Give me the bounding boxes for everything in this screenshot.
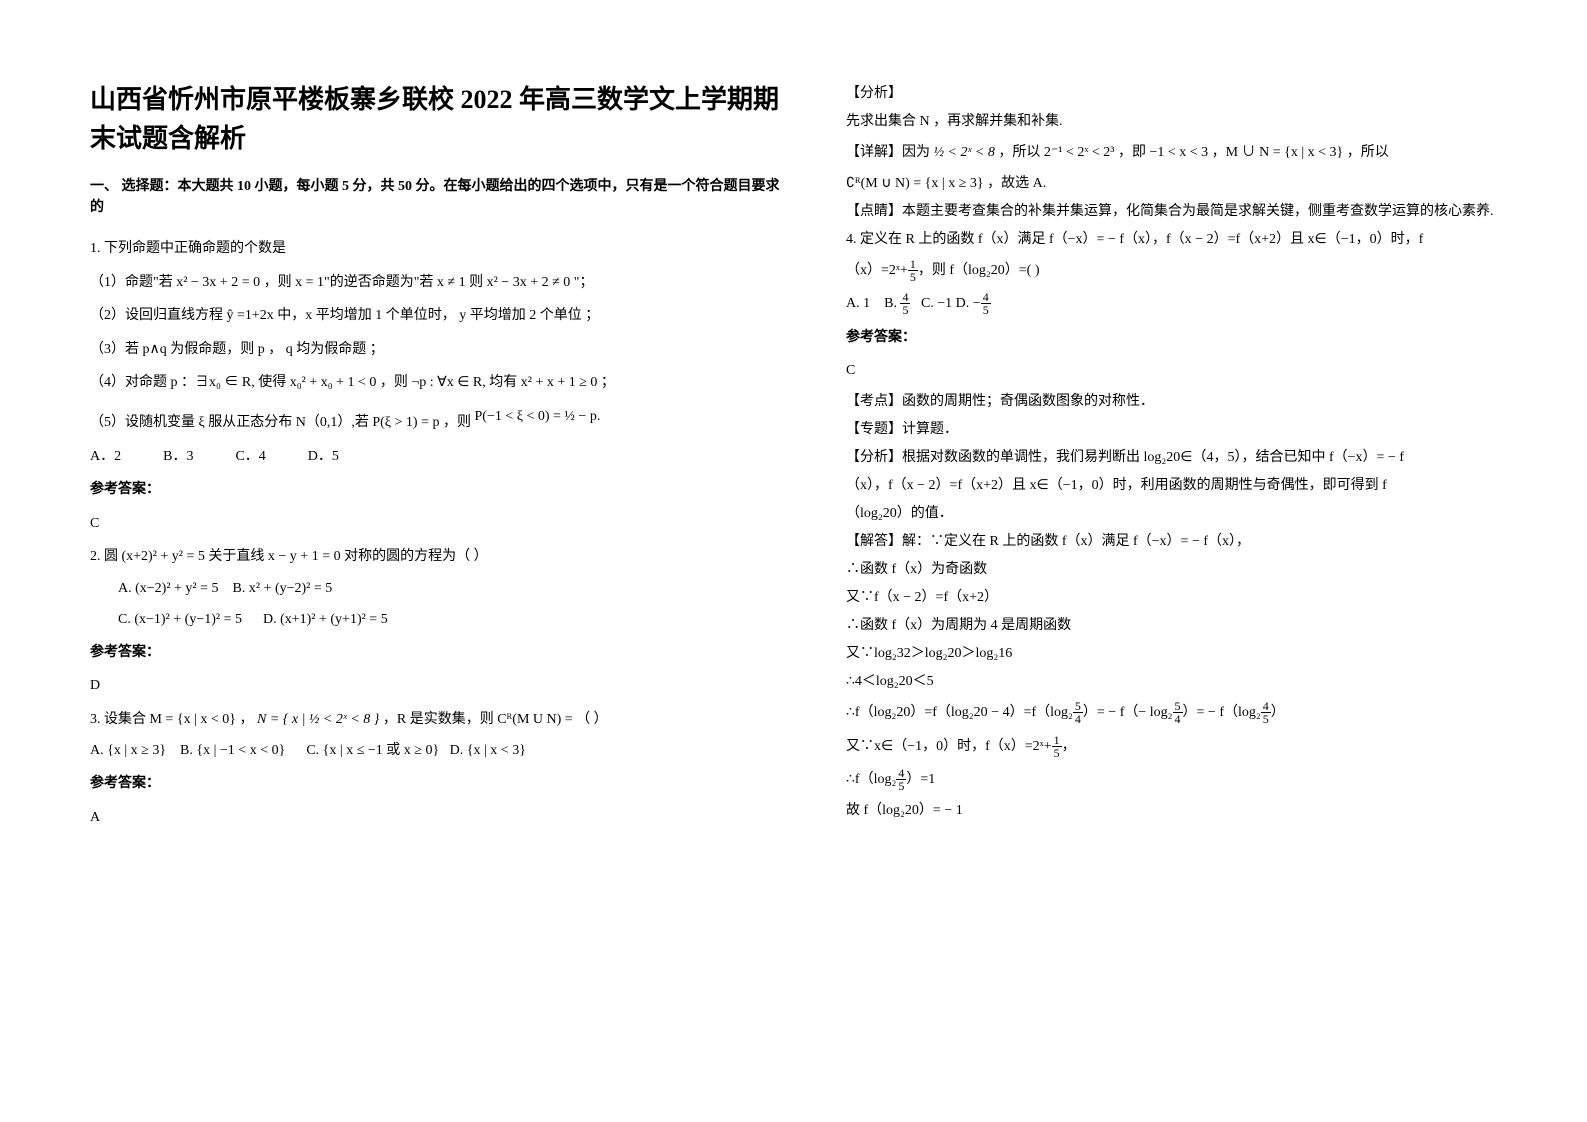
q1-item5b: P(−1 < ξ < 0) = ½ − p. — [475, 409, 601, 424]
right-column: 【分析】 先求出集合 N ，再求解并集和补集. 【详解】因为 ½ < 2ˣ < … — [821, 80, 1537, 1082]
q3-optD: D. {x | x < 3} — [450, 743, 526, 758]
q1-answer-label: 参考答案： — [90, 473, 781, 507]
q1-item2: （2）设回归直线方程 ŷ =1+2x 中，x 平均增加 1 个单位时， y 平均… — [90, 299, 781, 333]
q4-jd9-f: 45 — [896, 767, 906, 792]
q4-jd6: ∴4＜log₂20＜5 — [846, 668, 1537, 696]
q2-optD: D. (x+1)² + (y+1)² = 5 — [263, 612, 388, 627]
q2-options-row2: C. (x−1)² + (y−1)² = 5 D. (x+1)² + (y+1)… — [90, 605, 781, 636]
q4-fx3: （log₂20）的值． — [846, 500, 1537, 528]
doc-title: 山西省忻州市原平楼板寨乡联校 2022 年高三数学文上学期期末试题含解析 — [90, 80, 781, 158]
q2-stem: 2. 圆 (x+2)² + y² = 5 关于直线 x − y + 1 = 0 … — [90, 540, 781, 574]
q3-optB: B. {x | −1 < x < 0} — [180, 743, 285, 758]
q4-jd9-f-d: 5 — [896, 780, 906, 792]
q4-opts-b: C. −1 D. − — [910, 296, 980, 311]
q1-item5: （5）设随机变量 ξ 服从正态分布 N（0,1）,若 P(ξ > 1) = p … — [90, 400, 781, 440]
analysis-head: 【分析】 — [846, 80, 1537, 108]
q4-jd8b: ， — [1062, 739, 1076, 754]
q4-jd1: 【解答】解：∵定义在 R 上的函数 f（x）满足 f（−x）= − f（x）， — [846, 528, 1537, 556]
q4-zhuanti: 【专题】计算题． — [846, 416, 1537, 444]
q4-jd8: 又∵x∈（−1，0）时，f（x）=2ˣ+15， — [846, 730, 1537, 764]
q4-jd9b: ）=1 — [906, 772, 935, 787]
q4-jd5: 又∵log₂32＞log₂20＞log₂16 — [846, 640, 1537, 668]
q1-stem: 1. 下列命题中正确命题的个数是 — [90, 232, 781, 266]
q4-jd8a: 又∵x∈（−1，0）时，f（x）=2ˣ+ — [846, 739, 1052, 754]
q4-optD-frac: 45 — [981, 291, 991, 316]
q4-jd8-f: 15 — [1052, 734, 1062, 759]
section-one-head: 一、 选择题：本大题共 10 小题，每小题 5 分，共 50 分。在每小题给出的… — [90, 176, 781, 218]
q4-frac1: 15 — [908, 258, 918, 283]
q2-optB: B. x² + (y−2)² = 5 — [233, 581, 333, 596]
q4-fx2: （x），f（x − 2）=f（x+2）且 x∈（−1，0）时，利用函数的周期性与… — [846, 472, 1537, 500]
q1-answer: C — [90, 507, 781, 541]
q4-jd7d: ） — [1271, 705, 1285, 720]
q4-frac1-d: 5 — [908, 271, 918, 283]
q1-options: A．2 B．3 C．4 D．5 — [90, 440, 781, 474]
q4-jd2: ∴函数 f（x）为奇函数 — [846, 556, 1537, 584]
detail-line1: 【详解】因为 ½ < 2ˣ < 8 ，所以 2⁻¹ < 2ˣ < 2³ ，即 −… — [846, 136, 1537, 170]
q4-jd7-f1: 54 — [1073, 700, 1083, 725]
q4-stem-line2b: ，则 f（log₂20）=( ) — [918, 263, 1040, 278]
q4-stem-line2a: （x）=2ˣ+ — [846, 263, 908, 278]
q2-options-row1: A. (x−2)² + y² = 5 B. x² + (y−2)² = 5 — [90, 574, 781, 605]
q3-stem-a: 3. 设集合 M = {x | x < 0} ， — [90, 712, 253, 727]
q4-jd9: ∴f（log₂45）=1 — [846, 763, 1537, 797]
q4-jd7a: ∴f（log₂20）=f（log₂20 − 4）=f（log₂ — [846, 705, 1073, 720]
q4-jd7-f1-d: 4 — [1073, 713, 1083, 725]
q4-jd10: 故 f（log₂20）= − 1 — [846, 797, 1537, 825]
q4-jd7-f3: 45 — [1261, 700, 1271, 725]
q1-item4: （4）对命题 p ：∃x₀ ∈ R, 使得 x₀² + x₀ + 1 < 0 ，… — [90, 366, 781, 400]
q4-jd3: 又∵f（x − 2）=f（x+2） — [846, 584, 1537, 612]
q4-kaodian: 【考点】函数的周期性；奇偶函数图象的对称性． — [846, 388, 1537, 416]
q4-jd4: ∴函数 f（x）为周期为 4 是周期函数 — [846, 612, 1537, 640]
q4-stem-line2: （x）=2ˣ+15，则 f（log₂20）=( ) — [846, 254, 1537, 288]
detail-expr1: ½ < 2ˣ < 8 — [934, 145, 995, 160]
q4-jd8-f-n: 1 — [1052, 734, 1062, 747]
q4-jd7-f2: 54 — [1173, 700, 1183, 725]
analysis-line: 先求出集合 N ，再求解并集和补集. — [846, 108, 1537, 136]
q3-answer: A — [90, 801, 781, 835]
q4-jd7c: ）= − f（log₂ — [1183, 705, 1261, 720]
q4-fx1: 【分析】根据对数函数的单调性，我们易判断出 log₂20∈（4，5），结合已知中… — [846, 444, 1537, 472]
q4-frac1-n: 1 — [908, 258, 918, 271]
q4-jd8-f-d: 5 — [1052, 747, 1062, 759]
q4-stem-line1: 4. 定义在 R 上的函数 f（x）满足 f（−x）= − f（x），f（x −… — [846, 226, 1537, 254]
q2-optA: A. (x−2)² + y² = 5 — [118, 581, 219, 596]
q2-answer-label: 参考答案： — [90, 636, 781, 670]
q4-opts-a: A. 1 B. — [846, 296, 900, 311]
q4-jd7-f2-d: 4 — [1173, 713, 1183, 725]
q3-answer-label: 参考答案： — [90, 767, 781, 801]
q4-answer-label: 参考答案： — [846, 321, 1537, 355]
q3-stem: 3. 设集合 M = {x | x < 0} ， N = { x | ½ < 2… — [90, 703, 781, 737]
q4-optD-d: 5 — [981, 304, 991, 316]
q2-answer: D — [90, 669, 781, 703]
q3-options: A. {x | x ≥ 3} B. {x | −1 < x < 0} C. {x… — [90, 736, 781, 767]
q4-jd7b: ）= − f（− log₂ — [1083, 705, 1173, 720]
q4-jd7-f3-d: 5 — [1261, 713, 1271, 725]
page: 山西省忻州市原平楼板寨乡联校 2022 年高三数学文上学期期末试题含解析 一、 … — [0, 0, 1587, 1122]
q1-item5a: （5）设随机变量 ξ 服从正态分布 N（0,1）,若 P(ξ > 1) = p … — [90, 415, 471, 430]
q4-optB-frac: 45 — [900, 291, 910, 316]
q3-optA: A. {x | x ≥ 3} — [90, 743, 166, 758]
q4-optB-d: 5 — [900, 304, 910, 316]
q2-optC: C. (x−1)² + (y−1)² = 5 — [118, 612, 242, 627]
comment: 【点睛】本题主要考查集合的补集并集运算，化简集合为最简是求解关键，侧重考查数学运… — [846, 198, 1537, 226]
q1-item3: （3）若 p∧q 为假命题，则 p ， q 均为假命题 ； — [90, 333, 781, 367]
left-column: 山西省忻州市原平楼板寨乡联校 2022 年高三数学文上学期期末试题含解析 一、 … — [90, 80, 821, 1082]
detail-line2: ∁ᴿ(M ∪ N) = {x | x ≥ 3} ，故选 A. — [846, 170, 1537, 198]
q4-jd7: ∴f（log₂20）=f（log₂20 − 4）=f（log₂54）= − f（… — [846, 696, 1537, 730]
q3-stem-c: ，R 是实数集，则 Cᴿ(M U N) = （ ） — [383, 712, 608, 727]
q3-stem-b: N = { x | ½ < 2ˣ < 8 } — [257, 712, 379, 727]
q4-answer: C — [846, 354, 1537, 388]
q3-optC: C. {x | x ≤ −1 或 x ≥ 0} — [306, 743, 439, 758]
detail-a: 【详解】因为 — [846, 145, 930, 160]
q4-options: A. 1 B. 45 C. −1 D. −45 — [846, 287, 1537, 321]
q1-item1: （1）命题"若 x² − 3x + 2 = 0 ，则 x = 1"的逆否命题为"… — [90, 266, 781, 300]
q4-jd9a: ∴f（log₂ — [846, 772, 896, 787]
detail-b: ，所以 2⁻¹ < 2ˣ < 2³ ，即 −1 < x < 3 ，M ∪ N =… — [998, 145, 1388, 160]
